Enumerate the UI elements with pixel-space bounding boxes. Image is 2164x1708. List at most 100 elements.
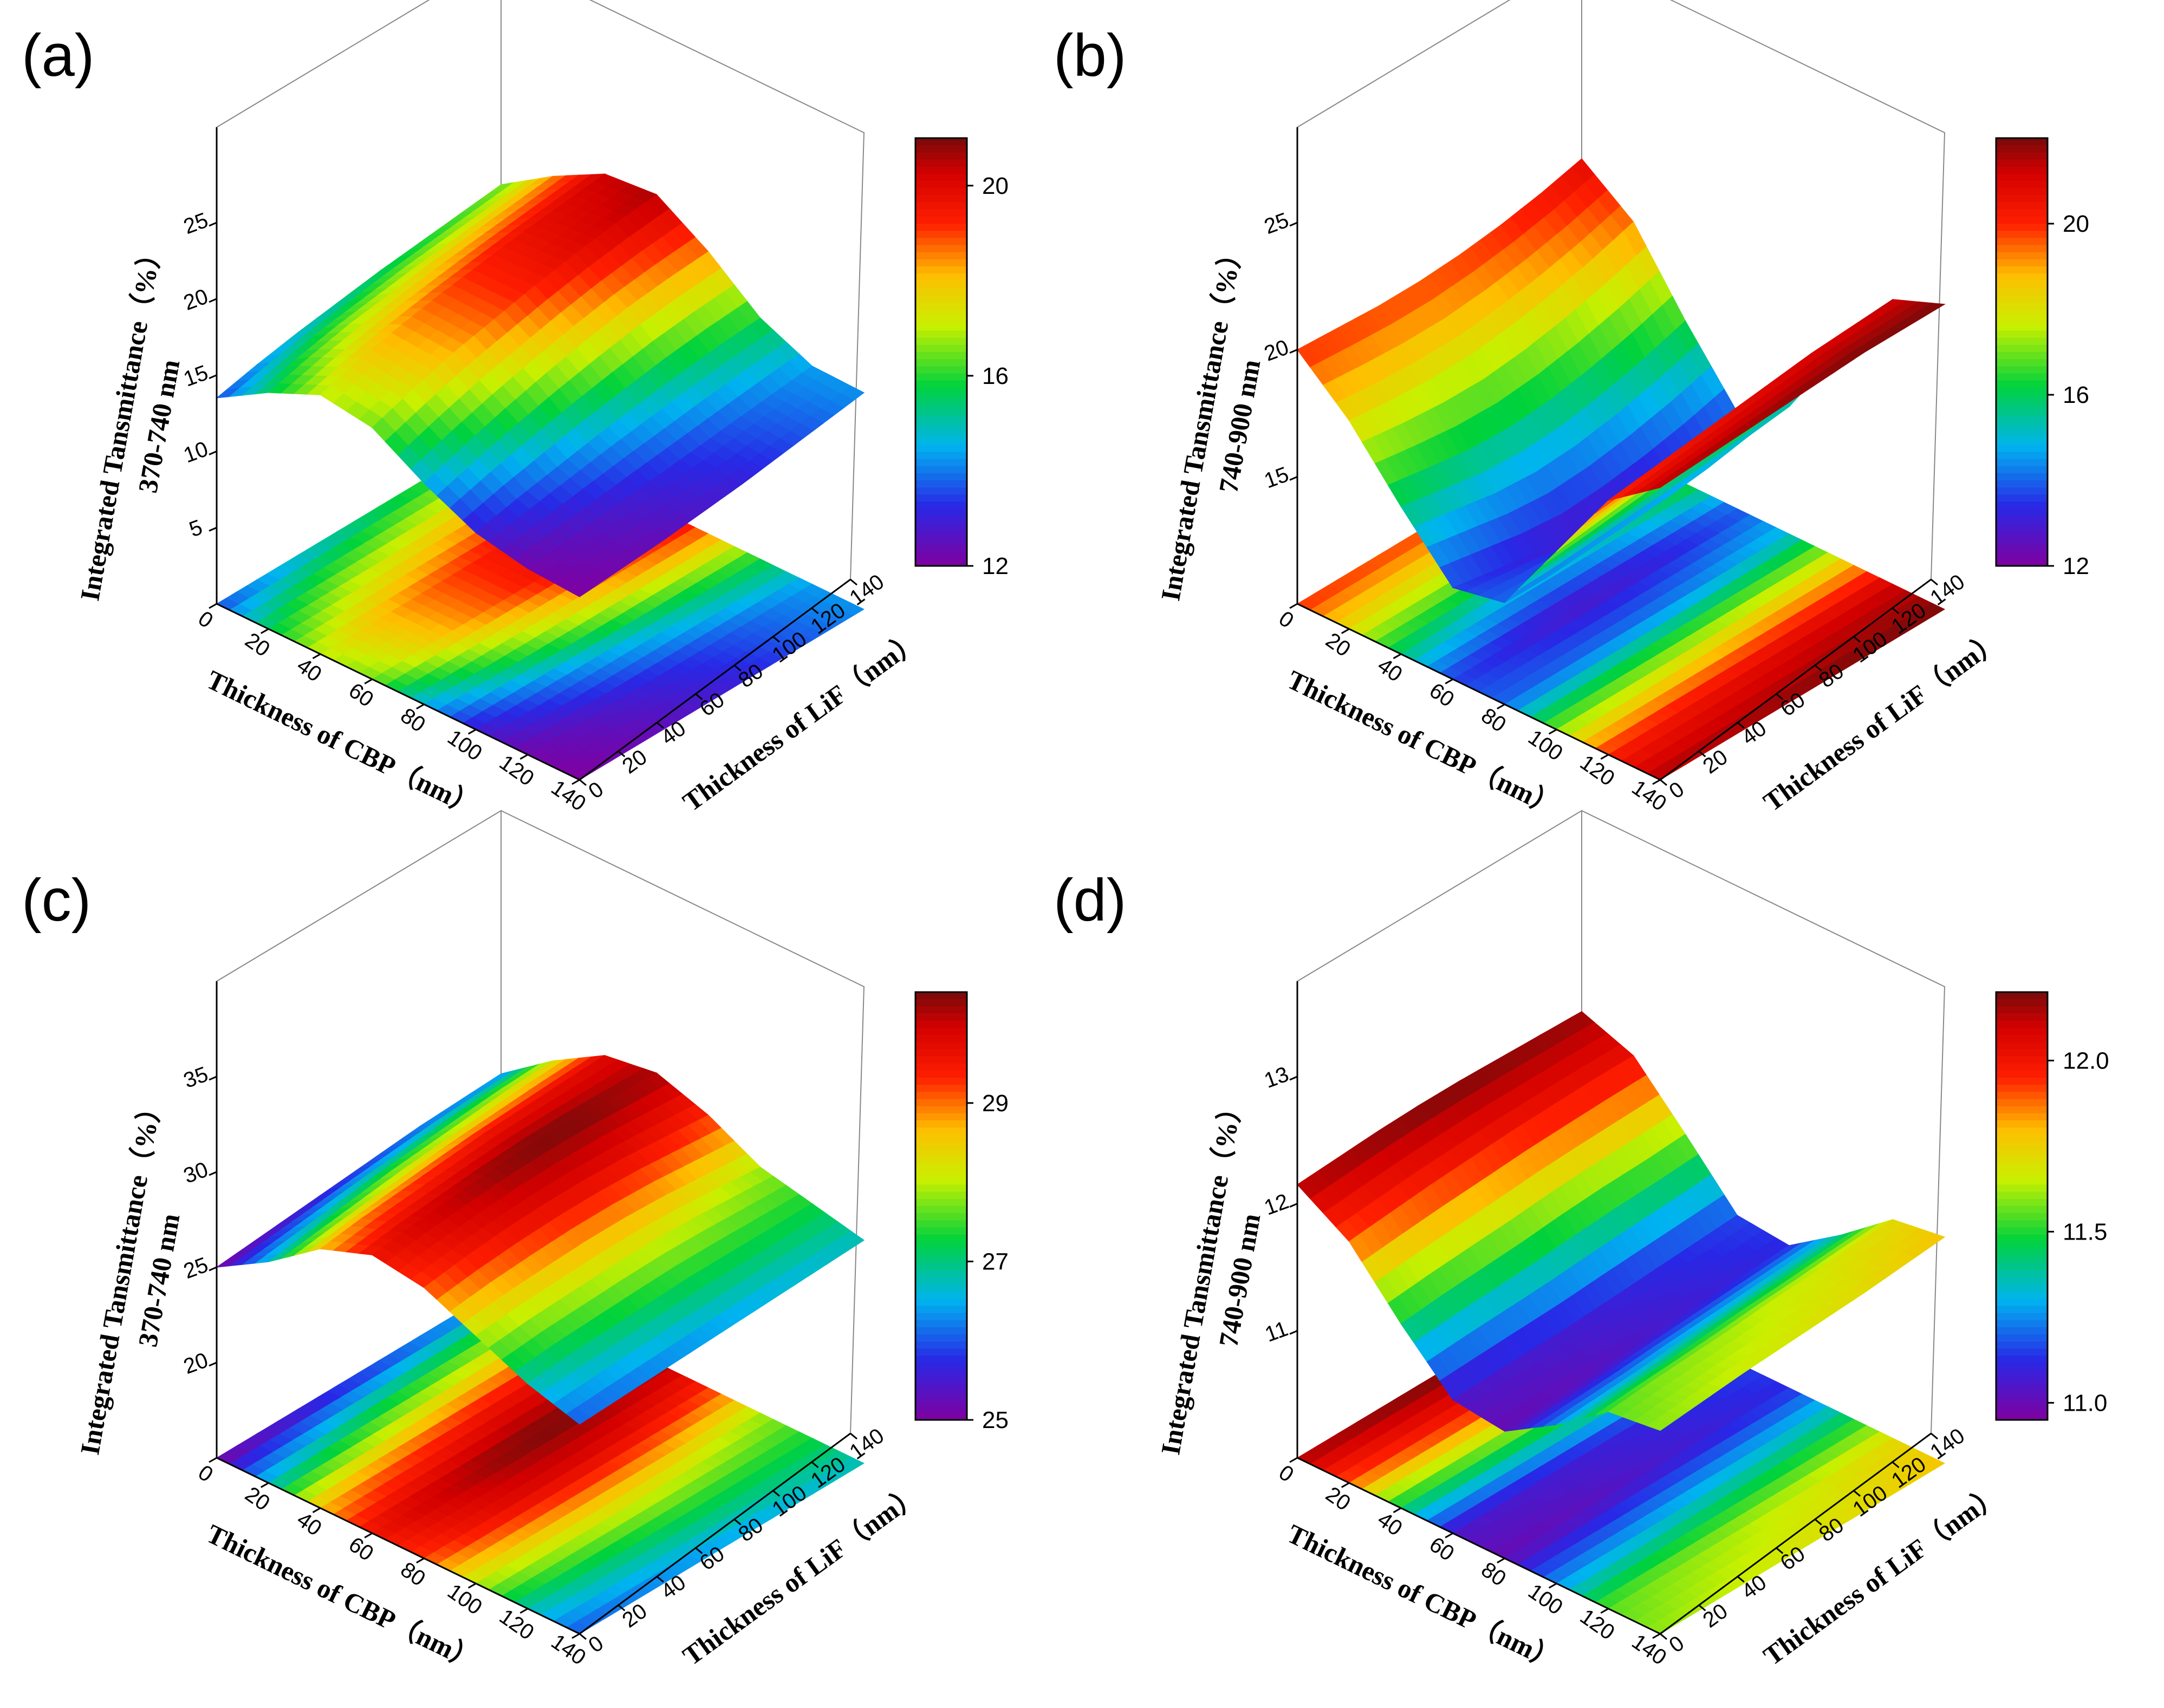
colorbar-band	[915, 138, 967, 146]
surface	[216, 173, 865, 597]
colorbar-band	[1996, 452, 2048, 460]
cbp-tick	[1600, 754, 1609, 760]
colorbar-band	[915, 266, 967, 275]
colorbar-band	[1996, 188, 2048, 196]
colorbar-band	[1996, 459, 2048, 467]
colorbar-band	[1996, 245, 2048, 253]
z-tick	[209, 451, 217, 455]
z-tick-label: 25	[180, 1253, 211, 1284]
colorbar-band	[915, 323, 967, 331]
colorbar-band	[1996, 138, 2048, 146]
colorbar-band	[1996, 302, 2048, 310]
colorbar-band	[915, 487, 967, 496]
cbp-tick-label: 140	[547, 775, 590, 816]
colorbar-band	[915, 166, 967, 174]
colorbar-band	[915, 181, 967, 189]
cbp-tick	[467, 1582, 477, 1589]
colorbar-band	[1996, 523, 2048, 531]
colorbar-tick-label: 20	[2063, 211, 2089, 237]
colorbar-band	[1996, 337, 2048, 345]
colorbar-band	[915, 530, 967, 538]
colorbar-band	[915, 359, 967, 367]
z-tick-label: 10	[180, 437, 211, 468]
colorbar-band	[1996, 423, 2048, 431]
colorbar-band	[915, 395, 967, 403]
cbp-tick	[1652, 779, 1661, 785]
colorbar-band	[915, 224, 967, 232]
colorbar-band	[915, 281, 967, 289]
colorbar-band	[1996, 195, 2048, 203]
cbp-tick-label: 40	[293, 1507, 326, 1541]
colorbar-band	[915, 501, 967, 510]
z-tick	[209, 374, 217, 379]
z-tick	[209, 221, 217, 227]
cbp-tick-label: 0	[1275, 607, 1298, 633]
colorbar-band	[915, 423, 967, 431]
panel-label: (a)	[22, 22, 94, 89]
cbp-tick	[571, 1633, 580, 1639]
colorbar-band	[915, 238, 967, 246]
cbp-tick	[1497, 703, 1505, 710]
cbp-tick-label: 20	[241, 628, 274, 662]
colorbar-band	[1996, 159, 2048, 167]
cbp-tick	[209, 603, 217, 609]
colorbar-band	[915, 509, 967, 517]
z-tick	[209, 1171, 217, 1176]
colorbar-band	[1996, 380, 2048, 388]
colorbar-band	[1996, 216, 2048, 224]
back-wall-right	[589, 0, 865, 580]
colorbar-band	[915, 430, 967, 438]
colorbar-band	[915, 209, 967, 217]
colorbar-band	[1996, 173, 2048, 181]
colorbar-band	[1996, 281, 2048, 289]
cbp-tick	[209, 1457, 217, 1463]
z-tick	[1289, 349, 1298, 354]
colorbar-band	[1996, 352, 2048, 360]
cbp-tick-label: 60	[345, 679, 378, 712]
colorbar-band	[1996, 330, 2048, 338]
colorbar-band	[915, 302, 967, 310]
colorbar-band	[1996, 438, 2048, 446]
colorbar-band	[1996, 273, 2048, 282]
z-tick-label: 35	[180, 1062, 211, 1093]
colorbar-band	[1996, 224, 2048, 232]
cbp-tick-label: 60	[1425, 679, 1459, 712]
panel-c: 0204060801001201400204060801001201402025…	[22, 810, 1009, 1676]
cbp-tick-label: 60	[345, 1533, 378, 1566]
colorbar-band	[915, 295, 967, 303]
colorbar-tick-label: 16	[982, 363, 1009, 389]
colorbar-band	[1996, 494, 2048, 503]
colorbar-band	[915, 473, 967, 481]
cbp-tick-label: 80	[396, 1557, 430, 1591]
colorbar-band	[915, 409, 967, 417]
colorbar-band	[1996, 445, 2048, 453]
colorbar-band	[1996, 316, 2048, 324]
cbp-tick	[416, 1557, 425, 1564]
cbp-tick	[364, 678, 373, 684]
z-tick	[209, 298, 217, 303]
panel-b: 0204060801001201400204060801001201401520…	[1054, 0, 2089, 822]
cbp-tick	[312, 653, 321, 660]
colorbar-band	[1996, 530, 2048, 538]
colorbar-band	[915, 316, 967, 324]
colorbar-band	[915, 173, 967, 181]
colorbar-band	[1996, 537, 2048, 545]
cbp-tick	[519, 754, 529, 760]
colorbar-tick-label: 16	[2063, 382, 2089, 408]
cbp-tick	[1548, 728, 1557, 735]
colorbar-band	[915, 373, 967, 381]
colorbar-band	[1996, 516, 2048, 524]
colorbar-band	[1996, 323, 2048, 331]
colorbar-band	[1996, 344, 2048, 353]
z-tick-label: 20	[1261, 335, 1292, 366]
colorbar-tick-label: 12	[2063, 553, 2089, 579]
colorbar-band	[1996, 266, 2048, 275]
colorbar-band	[1996, 202, 2048, 210]
cbp-tick-label: 140	[1627, 775, 1671, 816]
z-tick-label: 20	[180, 1348, 211, 1379]
colorbar-band	[915, 438, 967, 446]
z-tick-label: 25	[1261, 208, 1292, 239]
cbp-tick-label: 40	[1373, 653, 1407, 687]
z-tick-label: 25	[180, 208, 211, 239]
